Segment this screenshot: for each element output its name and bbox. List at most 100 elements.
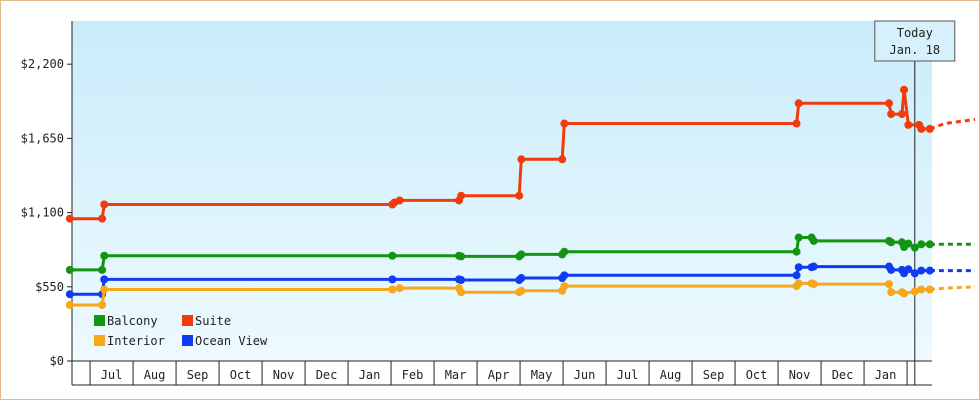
month-label: Jul xyxy=(617,368,639,382)
today-date: Jan. 18 xyxy=(890,43,941,57)
data-point-suite xyxy=(904,120,913,129)
data-point-balcony xyxy=(794,233,803,242)
data-point-suite xyxy=(515,191,524,200)
legend-item-label: Interior xyxy=(107,334,165,348)
x-axis: Jul Aug Sep Oct Nov Dec Jan Feb Mar Apr May Jun Jul A… xyxy=(72,360,932,386)
data-point-suite xyxy=(558,155,567,164)
data-point-interior xyxy=(65,301,74,310)
projection-line-interior xyxy=(929,285,976,291)
month-label: Dec xyxy=(316,368,338,382)
data-point-balcony xyxy=(560,247,569,256)
data-point-ocean-view xyxy=(917,266,926,275)
month-label: May xyxy=(531,368,553,382)
data-point-suite xyxy=(792,119,801,128)
month-label: Jul xyxy=(101,368,123,382)
legend: Balcony Suite Interior Ocean View xyxy=(94,314,268,348)
data-point-interior xyxy=(517,286,526,295)
data-point-balcony xyxy=(809,236,818,245)
data-point-balcony xyxy=(887,238,896,247)
data-point-balcony xyxy=(98,265,107,274)
data-point-balcony xyxy=(100,251,109,260)
legend-item-label: Suite xyxy=(195,314,231,328)
data-point-interior xyxy=(560,282,569,291)
month-label: Feb xyxy=(402,368,424,382)
y-tick-label: $2,200 xyxy=(21,57,64,71)
y-tick-label: $550 xyxy=(35,280,64,294)
data-point-balcony xyxy=(910,243,919,252)
data-point-ocean-view xyxy=(517,274,526,283)
data-point-ocean-view xyxy=(560,271,569,280)
month-label: Sep xyxy=(187,368,209,382)
projection-line-suite xyxy=(929,118,976,131)
month-label: Apr xyxy=(488,368,510,382)
month-label: Sep xyxy=(703,368,725,382)
legend-swatch xyxy=(94,335,105,346)
data-point-suite xyxy=(900,85,909,94)
legend-item-label: Balcony xyxy=(107,314,158,328)
y-tick-label: $0 xyxy=(50,354,64,368)
today-box xyxy=(874,20,956,62)
y-tick-label: $1,650 xyxy=(21,131,64,145)
plot-background xyxy=(72,21,932,361)
data-point-interior xyxy=(925,285,934,294)
data-point-interior xyxy=(388,285,397,294)
legend-swatch xyxy=(182,335,193,346)
data-point-suite xyxy=(457,191,466,200)
data-point-suite xyxy=(395,196,404,205)
data-point-ocean-view xyxy=(910,269,919,278)
data-point-balcony xyxy=(917,240,926,249)
data-point-balcony xyxy=(925,240,934,249)
data-point-interior xyxy=(900,289,909,298)
month-label: Jan xyxy=(359,368,381,382)
data-point-suite xyxy=(887,110,896,119)
data-point-interior xyxy=(809,280,818,289)
data-point-balcony xyxy=(904,239,913,248)
data-point-ocean-view xyxy=(65,290,74,299)
data-point-ocean-view xyxy=(904,265,913,274)
month-label: Jan xyxy=(875,368,897,382)
series-lines xyxy=(65,85,976,310)
month-label: Jun xyxy=(574,368,596,382)
month-label: Oct xyxy=(746,368,768,382)
data-point-ocean-view xyxy=(388,275,397,284)
data-point-suite xyxy=(794,99,803,108)
data-point-suite xyxy=(560,119,569,128)
legend-swatch xyxy=(94,315,105,326)
data-point-suite xyxy=(98,214,107,223)
month-label: Mar xyxy=(445,368,467,382)
data-point-interior xyxy=(457,288,466,297)
data-point-ocean-view xyxy=(809,262,818,271)
data-point-balcony xyxy=(792,247,801,256)
y-axis: $0 $550 $1,100 $1,650 $2,200 xyxy=(21,21,73,385)
data-point-balcony xyxy=(65,265,74,274)
y-tick-label: $1,100 xyxy=(21,206,64,220)
data-point-interior xyxy=(100,285,109,294)
data-point-interior xyxy=(910,287,919,296)
month-label: Aug xyxy=(144,368,166,382)
data-point-ocean-view xyxy=(925,266,934,275)
legend-item-label: Ocean View xyxy=(195,334,268,348)
data-point-balcony xyxy=(388,251,397,260)
month-label: Oct xyxy=(230,368,252,382)
data-point-balcony xyxy=(457,252,466,261)
month-label: Aug xyxy=(660,368,682,382)
data-point-suite xyxy=(885,99,893,108)
data-point-interior xyxy=(395,284,404,293)
data-point-ocean-view xyxy=(887,265,896,274)
month-label: Dec xyxy=(832,368,854,382)
data-point-interior xyxy=(885,280,893,289)
data-point-ocean-view xyxy=(100,275,109,284)
data-point-suite xyxy=(897,110,906,119)
month-label: Nov xyxy=(273,368,295,382)
today-label: Today xyxy=(897,26,933,40)
data-point-interior xyxy=(98,301,107,310)
data-point-balcony xyxy=(517,250,526,259)
data-point-interior xyxy=(794,279,803,288)
data-point-suite xyxy=(100,200,109,209)
data-point-interior xyxy=(887,288,896,297)
today-marker: Today Jan. 18 xyxy=(874,20,956,385)
data-point-ocean-view xyxy=(794,263,803,272)
data-point-suite xyxy=(517,155,526,164)
data-point-interior xyxy=(917,285,926,294)
